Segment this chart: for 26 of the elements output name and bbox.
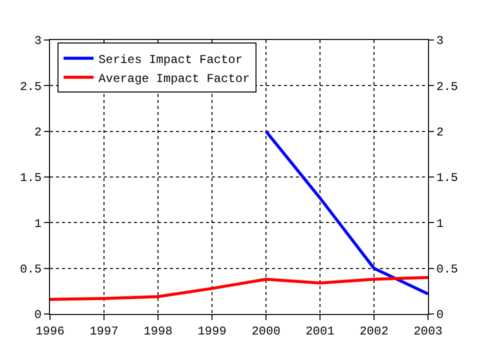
- x-tick-label: 2000: [252, 324, 280, 338]
- x-tick-label: 1999: [198, 324, 226, 338]
- y-tick-label: 2.5: [20, 80, 42, 94]
- y2-tick-label: 1: [436, 216, 444, 231]
- x-tick-label: 2001: [306, 324, 334, 338]
- y-tick-label: 1.5: [20, 171, 42, 186]
- y-tick-label: 3: [34, 34, 42, 48]
- x-tick-label: 1998: [144, 324, 172, 338]
- x-tick-label: 2002: [360, 324, 388, 338]
- y-tick-label: 2: [34, 126, 42, 140]
- x-tick-label: 2003: [414, 324, 442, 338]
- line-series: [50, 276, 428, 301]
- y2-tick-label: 0: [436, 308, 444, 322]
- legend-label: Average Impact Factor: [98, 72, 250, 86]
- legend-label: Series Impact Factor: [98, 52, 243, 67]
- y2-tick-label: 2.5: [436, 80, 458, 94]
- y2-tick-label: 0.5: [436, 262, 458, 277]
- y2-tick-label: 1.5: [436, 171, 458, 186]
- y2-tick-label: 3: [436, 34, 444, 48]
- y-tick-label: 0: [34, 308, 42, 322]
- x-tick-label: 1996: [36, 324, 64, 338]
- x-tick-label: 1997: [90, 324, 118, 338]
- y2-tick-label: 2: [436, 126, 444, 140]
- y-tick-label: 0.5: [20, 262, 42, 277]
- line-series: [264, 130, 428, 296]
- y-tick-label: 1: [34, 216, 42, 231]
